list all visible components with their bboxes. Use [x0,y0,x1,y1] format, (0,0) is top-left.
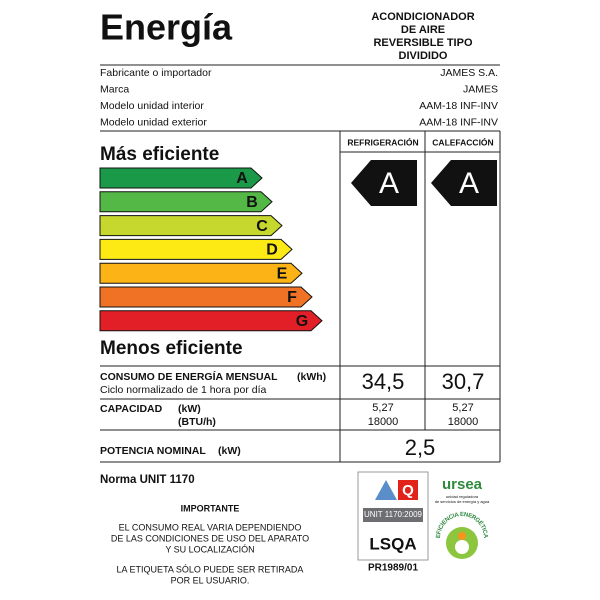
norma: Norma UNIT 1170 [100,474,195,486]
rating-class: A [459,167,479,200]
info-label: Marca [100,83,129,95]
important-title: IMPORTANTE [181,503,240,513]
rating-header: REFRIGERACIÓN [347,136,418,147]
important-text: DE LAS CONDICIONES DE USO DEL APARATO [111,533,309,543]
consumption-unit: (kWh) [297,371,326,383]
consumption-value: 34,5 [362,369,405,394]
ursea-sub: unidad reguladora [446,494,479,499]
efficiency-circle-inner [455,540,469,554]
info-label: Modelo unidad interior [100,100,204,112]
title: Energía [100,7,233,48]
ursea-sub: de servicios de energía y agua [435,499,490,504]
product-line: ACONDICIONADOR [371,11,474,23]
capacity-kw: 5,27 [372,402,393,414]
capacity-btu: 18000 [368,416,399,428]
important-text: POR EL USUARIO. [171,575,250,585]
capacity-unit: (BTU/h) [178,416,216,428]
scale-top-label: Más eficiente [100,144,219,165]
product-line: DE AIRE [401,24,445,36]
important-text: LA ETIQUETA SÓLO PUEDE SER RETIRADA [117,564,304,574]
rating-arrow [431,160,497,206]
power-unit: (kW) [218,445,241,457]
consumption-label: CONSUMO DE ENERGÍA MENSUAL [100,370,278,383]
capacity-btu: 18000 [448,416,479,428]
info-value: JAMES S.A. [440,67,498,79]
efficiency-bar [99,238,293,260]
info-label: Modelo unidad exterior [100,116,207,128]
efficiency-letter: C [256,218,268,235]
efficiency-letter: F [287,289,297,306]
info-label: Fabricante o importador [100,67,212,79]
unit-logo [375,480,397,500]
efficiency-letter: G [296,313,308,330]
unit-band [363,508,423,522]
efficiency-letter: D [266,242,278,259]
capacity-kw: 5,27 [452,402,473,414]
capacity-unit: (kW) [178,403,201,415]
product-line: DIVIDIDO [399,50,448,62]
info-value: JAMES [463,83,498,95]
efficiency-letter: E [277,265,288,282]
rating-header: CALEFACCIÓN [432,136,493,147]
efficiency-bar [99,286,313,308]
efficiency-bar [99,310,323,332]
efficiency-dot [458,532,466,540]
efficiency-bar [99,191,273,213]
efficiency-bar [99,262,303,284]
efficiency-letter: B [246,194,258,211]
q-logo [398,480,418,500]
product-line: REVERSIBLE TIPO [373,37,472,49]
info-value: AAM-18 INF-INV [419,100,498,112]
capacity-label: CAPACIDAD [100,403,163,415]
efficiency-bar [99,215,283,237]
consumption-sublabel: Ciclo normalizado de 1 hora por día [100,384,267,396]
rating-class: A [379,167,399,200]
important-text: Y SU LOCALIZACIÓN [165,544,254,554]
q-letter: Q [402,482,414,499]
info-value: AAM-18 INF-INV [419,116,498,128]
certificate: PR1989/01 [368,563,418,574]
consumption-value: 30,7 [442,369,485,394]
efficiency-letter: A [236,170,248,187]
ursea: ursea [442,476,483,493]
scale-bottom-label: Menos eficiente [100,338,243,359]
unit-text: UNIT 1170:2009 [364,510,423,519]
rating-arrow [351,160,417,206]
power-value: 2,5 [405,435,436,460]
important-text: EL CONSUMO REAL VARIA DEPENDIENDO [119,522,302,532]
efficiency-bar [99,167,263,189]
lsqa: LSQA [369,534,416,553]
power-label: POTENCIA NOMINAL [100,445,206,457]
